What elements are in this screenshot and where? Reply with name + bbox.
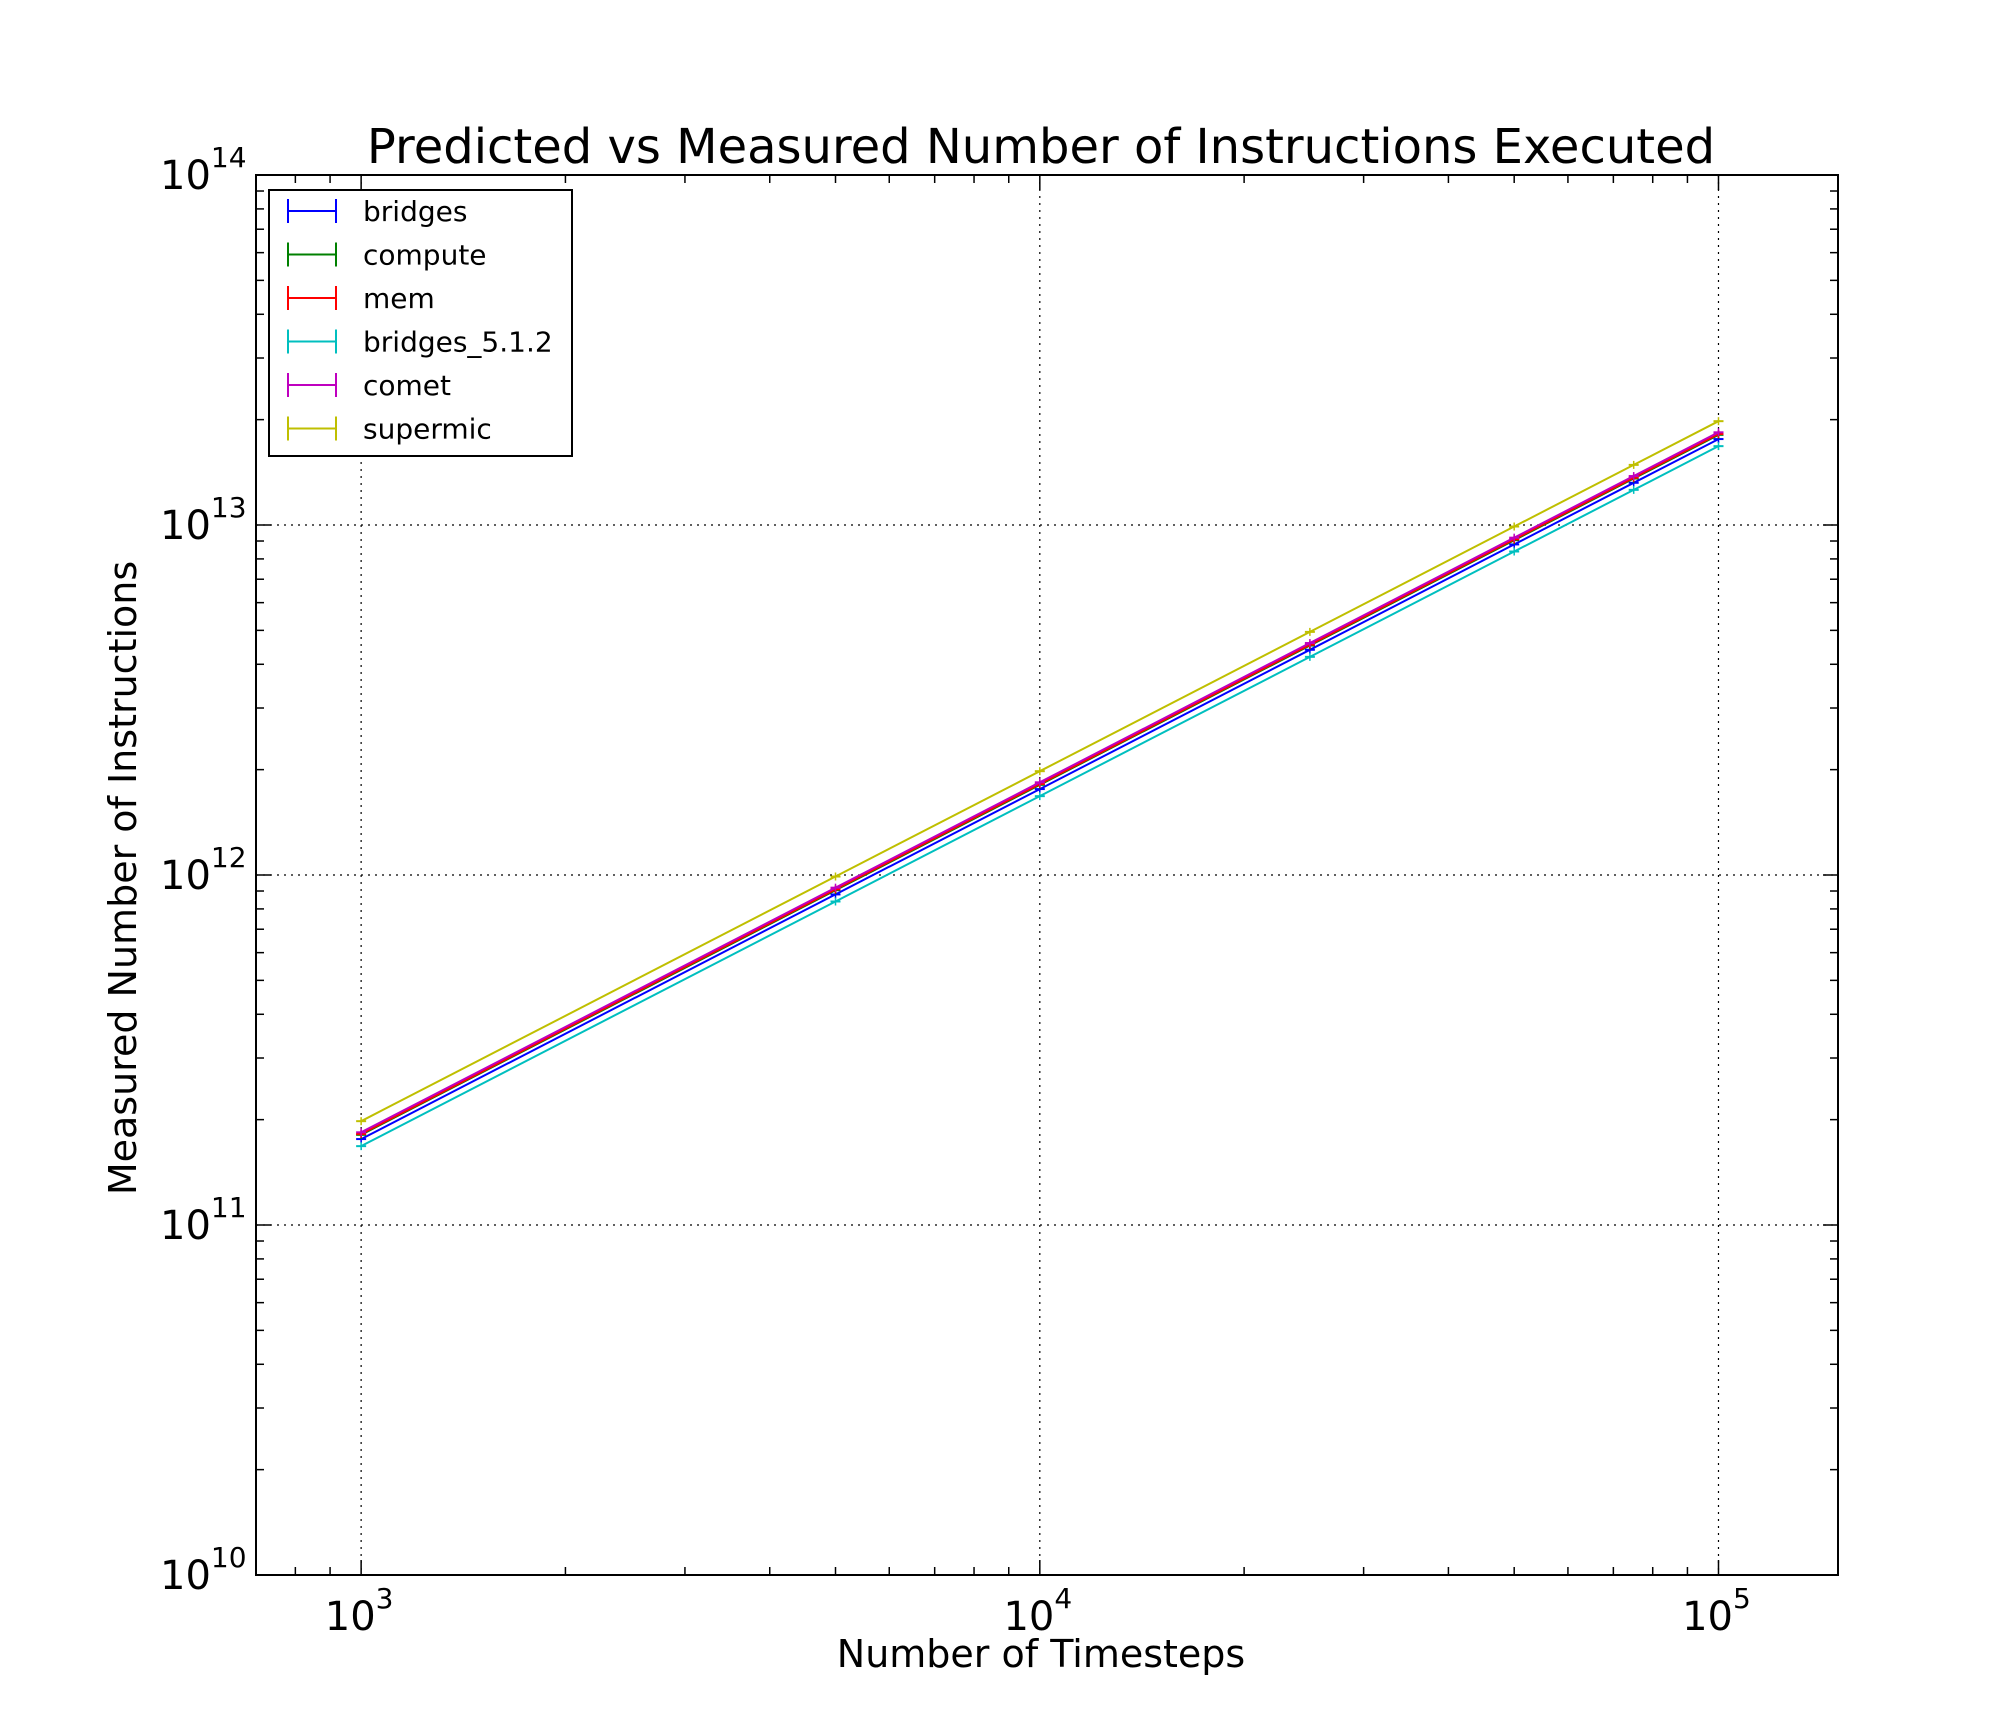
y-tick-exponent: 10	[211, 1541, 247, 1574]
y-tick-exponent: 14	[211, 141, 247, 174]
chart-title: Predicted vs Measured Number of Instruct…	[367, 119, 1715, 175]
minor-ticks	[255, 175, 1838, 1575]
legend-box	[268, 189, 573, 457]
legend-item: bridges_5.1.2	[287, 326, 553, 359]
series-layer	[356, 417, 1724, 1151]
series-supermic	[356, 417, 1724, 1126]
gridlines	[256, 174, 1838, 1576]
legend-item: compute	[287, 239, 487, 272]
x-tick-exponent: 5	[1733, 1582, 1751, 1615]
x-tick-exponent: 4	[1054, 1582, 1072, 1615]
axes-frame	[255, 174, 1839, 1576]
series-bridges_5.1.2	[356, 442, 1724, 1151]
legend-item: bridges	[287, 195, 467, 228]
legend-item: supermic	[287, 413, 492, 446]
legend-label: bridges_5.1.2	[363, 326, 553, 359]
x-axis-label: Number of Timesteps	[837, 1632, 1245, 1676]
legend-label: bridges	[363, 195, 467, 228]
y-axis-label: Measured Number of Instructions	[101, 561, 145, 1195]
legend-label: compute	[363, 239, 487, 272]
legend-item: comet	[287, 369, 451, 402]
legend-item: mem	[287, 282, 435, 315]
legend-label: supermic	[363, 413, 492, 446]
y-tick-exponent: 12	[211, 841, 247, 874]
x-tick-exponent: 3	[376, 1582, 394, 1615]
y-tick-exponent: 11	[211, 1191, 247, 1224]
series-bridges	[356, 435, 1724, 1144]
y-tick-exponent: 13	[211, 491, 247, 524]
legend-label: comet	[363, 369, 451, 402]
series-comet	[356, 428, 1724, 1137]
legend-label: mem	[363, 282, 435, 315]
